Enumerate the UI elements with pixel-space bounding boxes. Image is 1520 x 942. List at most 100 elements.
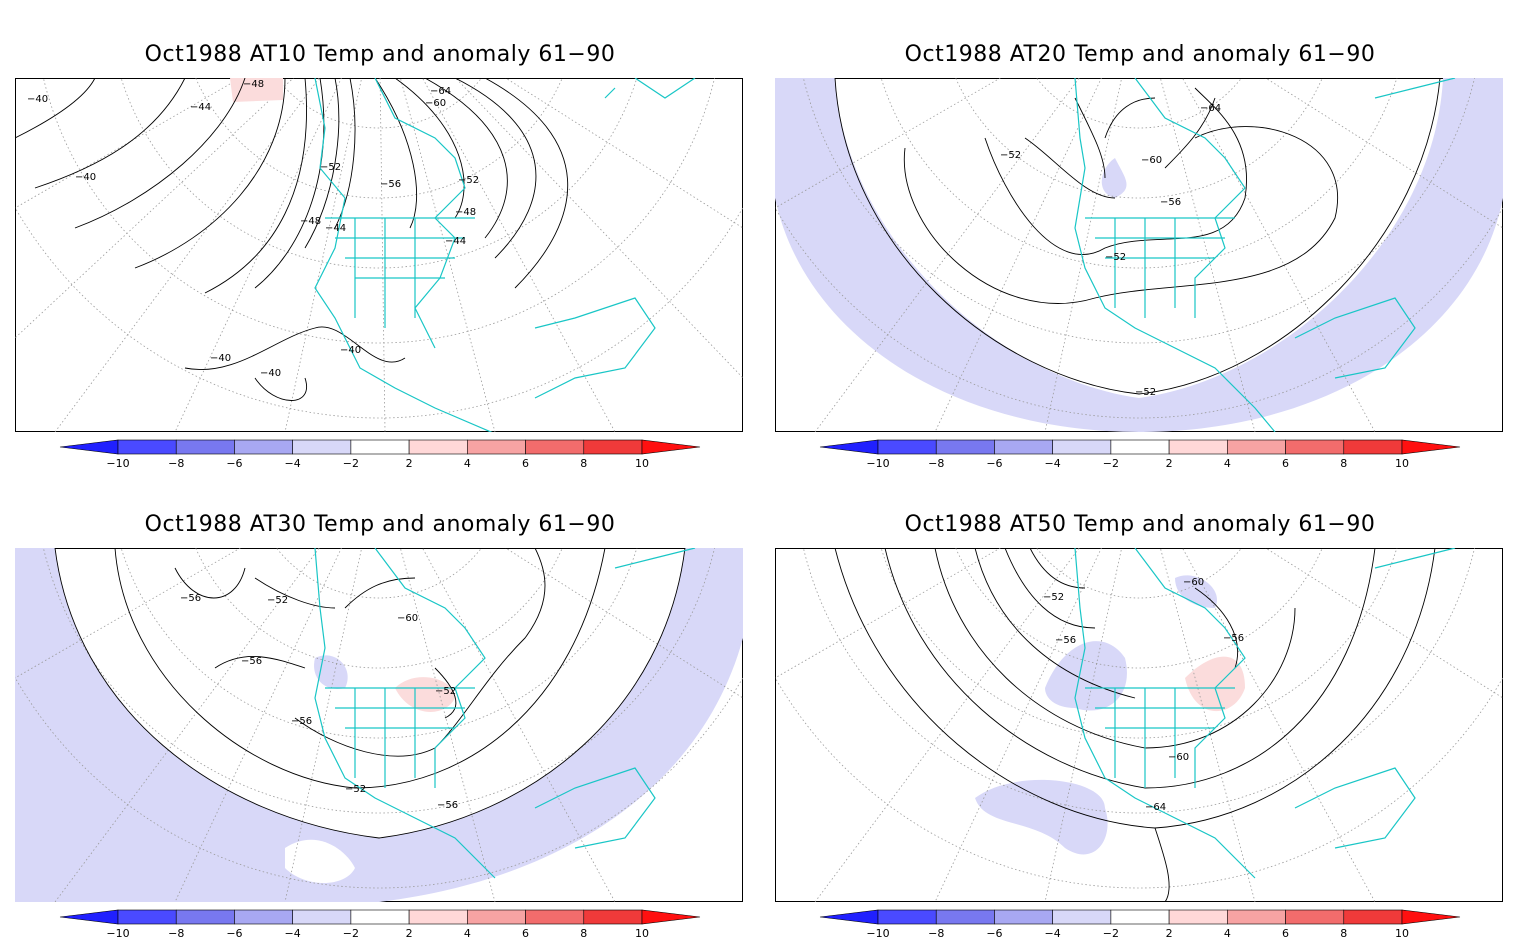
contour-label: −40 (260, 368, 281, 379)
contour-label: −40 (210, 353, 231, 364)
colorbar-tick-label: 2 (1166, 927, 1173, 940)
contour-labels: −64 −60 −56 −52 −48 −44 −48 −52 −44 −40 … (27, 79, 479, 379)
contour-label: −52 (1135, 387, 1156, 398)
contour-label: −40 (75, 172, 96, 183)
map-at30: −60 −56 −52 −56 −56 −52 −52 −56 (15, 548, 743, 902)
colorbar-box (877, 909, 937, 925)
contour-label: −52 (320, 162, 341, 173)
coastlines (314, 548, 696, 879)
colorbar-box (583, 909, 643, 925)
colorbar-box (525, 909, 585, 925)
colorbar-arrow-left (59, 909, 119, 925)
coastlines (314, 78, 696, 432)
colorbar-arrow-right (641, 439, 701, 455)
colorbar-box (1168, 439, 1228, 455)
colorbar-tick-label: −10 (866, 457, 889, 470)
colorbar-tick-label: −8 (928, 927, 944, 940)
panel-title: Oct1988 AT50 Temp and anomaly 61−90 (904, 512, 1376, 537)
isotherms (834, 548, 1436, 902)
colorbar-box (935, 439, 995, 455)
colorbar-tick-label: −2 (343, 457, 359, 470)
graticule (15, 78, 743, 432)
colorbar-box (350, 439, 410, 455)
map-frame (775, 548, 1503, 902)
contour-label: −52 (458, 175, 479, 186)
contour-label: −52 (435, 686, 456, 697)
colorbar-tick-label: −2 (1103, 457, 1119, 470)
coastlines (1074, 78, 1456, 432)
colorbar-tick-label: −4 (285, 927, 301, 940)
colorbar-tick-label: −4 (1045, 927, 1061, 940)
contour-label: −56 (437, 800, 458, 811)
colorbar-arrow-right (1401, 439, 1461, 455)
colorbar-tick-label: 6 (1282, 457, 1289, 470)
colorbar-tick-label: −4 (1045, 457, 1061, 470)
colorbar-box (1227, 909, 1286, 925)
colorbar-tick-label: 8 (580, 457, 587, 470)
negative-anomaly-area (1045, 641, 1127, 711)
contour-label: −60 (1141, 155, 1162, 166)
map-at20: −64 −60 −56 −52 −52 −52 (775, 78, 1503, 432)
panel-at10: Oct1988 AT10 Temp and anomaly 61−90 (0, 0, 760, 470)
colorbar-box (467, 909, 526, 925)
isotherms (834, 78, 1441, 395)
negative-anomaly-area (1101, 158, 1127, 198)
coastlines (1074, 548, 1456, 879)
contour-label: −56 (380, 179, 401, 190)
negative-anomaly-area (975, 779, 1108, 855)
isotherms (54, 548, 686, 839)
colorbar-tick-label: −10 (106, 457, 129, 470)
colorbar-tick-label: 10 (1395, 927, 1409, 940)
colorbar-tick-label: 4 (464, 927, 471, 940)
colorbar-box (175, 439, 235, 455)
panel-title: Oct1988 AT20 Temp and anomaly 61−90 (904, 42, 1376, 67)
colorbar-tick-label: −2 (343, 927, 359, 940)
contour-label: −56 (1223, 633, 1244, 644)
contour-label: −56 (180, 593, 201, 604)
positive-anomaly-area (395, 677, 455, 712)
contour-label: −40 (27, 94, 48, 105)
graticule (775, 548, 1503, 902)
colorbar-arrow-left (59, 439, 119, 455)
colorbar-arrow-left (819, 439, 879, 455)
colorbar-arrow-right (1401, 909, 1461, 925)
colorbar-at10: −10 −8 −6 −4 −2 2 4 6 8 10 (59, 439, 701, 470)
contour-label: −64 (430, 86, 451, 97)
colorbar-box (234, 439, 293, 455)
colorbar-tick-label: 8 (1340, 927, 1347, 940)
colorbar-box (292, 439, 352, 455)
contour-label: −60 (1183, 577, 1204, 588)
contour-label: −60 (1168, 752, 1189, 763)
colorbar-arrow-left (819, 909, 879, 925)
panel-at30: Oct1988 AT30 Temp and anomaly 61−90 (0, 470, 760, 940)
colorbar-tick-label: −8 (168, 457, 184, 470)
colorbar-tick-label: 2 (1166, 457, 1173, 470)
contour-label: −52 (267, 595, 288, 606)
colorbar-box (408, 439, 468, 455)
contour-label: −48 (243, 79, 264, 90)
contour-label: −44 (445, 236, 466, 247)
contour-label: −56 (291, 716, 312, 727)
colorbar-tick-label: −6 (226, 927, 242, 940)
contour-labels: −60 −56 −52 −56 −56 −52 −52 −56 (180, 593, 458, 811)
colorbar-box (583, 439, 643, 455)
contour-labels: −64 −60 −56 −52 −52 −52 (1000, 103, 1221, 398)
colorbar-box (1343, 909, 1403, 925)
colorbar-tick-label: −4 (285, 457, 301, 470)
colorbar-tick-label: 10 (635, 457, 649, 470)
map-frame (15, 78, 743, 432)
colorbar-box (175, 909, 235, 925)
colorbar-box (1343, 439, 1403, 455)
colorbar-tick-label: −6 (986, 457, 1002, 470)
negative-anomaly-area (1175, 575, 1217, 608)
colorbar-box (877, 439, 937, 455)
neutral-area (285, 839, 355, 883)
panel-at50: Oct1988 AT50 Temp and anomaly 61−90 (760, 470, 1520, 940)
colorbar-tick-label: 8 (580, 927, 587, 940)
colorbar-arrow-right (641, 909, 701, 925)
negative-anomaly-ring (775, 78, 1503, 432)
colorbar-at20: −10 −8 −6 −4 −2 2 4 6 8 10 (819, 439, 1461, 470)
contour-labels: −60 −52 −56 −56 −60 −64 (1043, 577, 1244, 813)
panel-at20: Oct1988 AT20 Temp and anomaly 61−90 (760, 0, 1520, 470)
colorbar-tick-label: 4 (1224, 927, 1231, 940)
